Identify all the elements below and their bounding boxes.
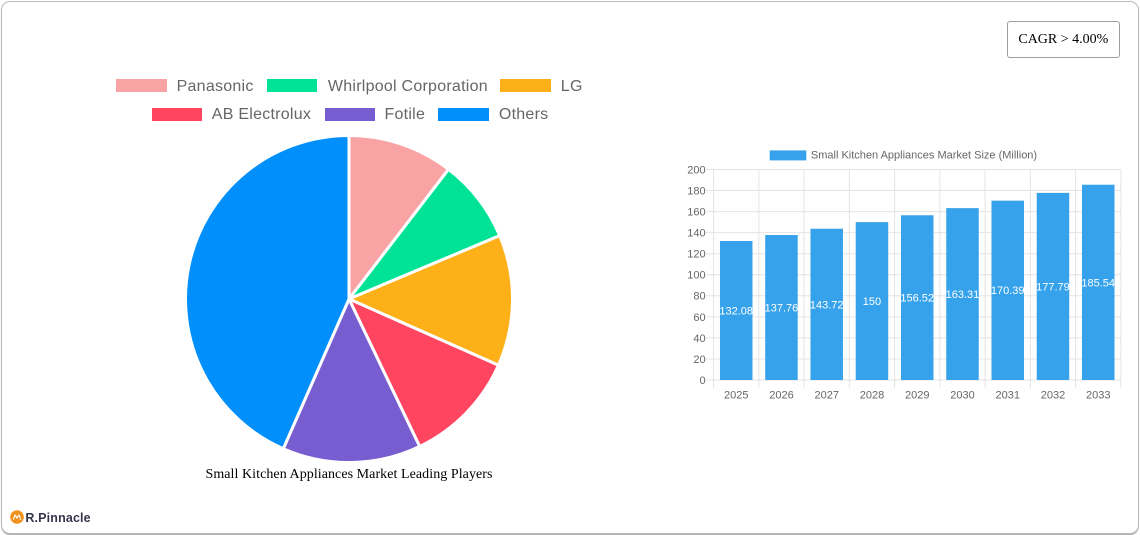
svg-text:2026: 2026 <box>769 389 793 401</box>
svg-text:2029: 2029 <box>905 389 929 401</box>
svg-text:40: 40 <box>693 333 705 345</box>
svg-text:2028: 2028 <box>860 389 884 401</box>
svg-text:163.31: 163.31 <box>946 289 980 301</box>
svg-text:170.39: 170.39 <box>991 285 1025 297</box>
svg-text:180: 180 <box>687 185 705 197</box>
svg-text:200: 200 <box>687 164 705 176</box>
svg-text:177.79: 177.79 <box>1036 281 1070 293</box>
svg-text:150: 150 <box>863 296 881 308</box>
svg-text:143.72: 143.72 <box>810 299 844 311</box>
svg-text:Small Kitchen Appliances Marke: Small Kitchen Appliances Market Size (Mi… <box>811 149 1037 161</box>
svg-text:2031: 2031 <box>995 389 1019 401</box>
svg-text:20: 20 <box>693 354 705 366</box>
svg-text:140: 140 <box>687 228 705 240</box>
svg-text:137.76: 137.76 <box>765 302 799 314</box>
svg-text:132.08: 132.08 <box>719 305 753 317</box>
svg-text:120: 120 <box>687 249 705 261</box>
svg-text:2030: 2030 <box>950 389 974 401</box>
svg-text:80: 80 <box>693 291 705 303</box>
svg-text:0: 0 <box>699 375 705 387</box>
svg-text:160: 160 <box>687 207 705 219</box>
svg-text:156.52: 156.52 <box>900 293 934 305</box>
svg-text:2025: 2025 <box>724 389 748 401</box>
svg-text:100: 100 <box>687 270 705 282</box>
svg-text:2032: 2032 <box>1041 389 1065 401</box>
svg-text:60: 60 <box>693 312 705 324</box>
svg-text:185.54: 185.54 <box>1081 277 1115 289</box>
svg-text:2033: 2033 <box>1086 389 1110 401</box>
svg-text:2027: 2027 <box>814 389 838 401</box>
